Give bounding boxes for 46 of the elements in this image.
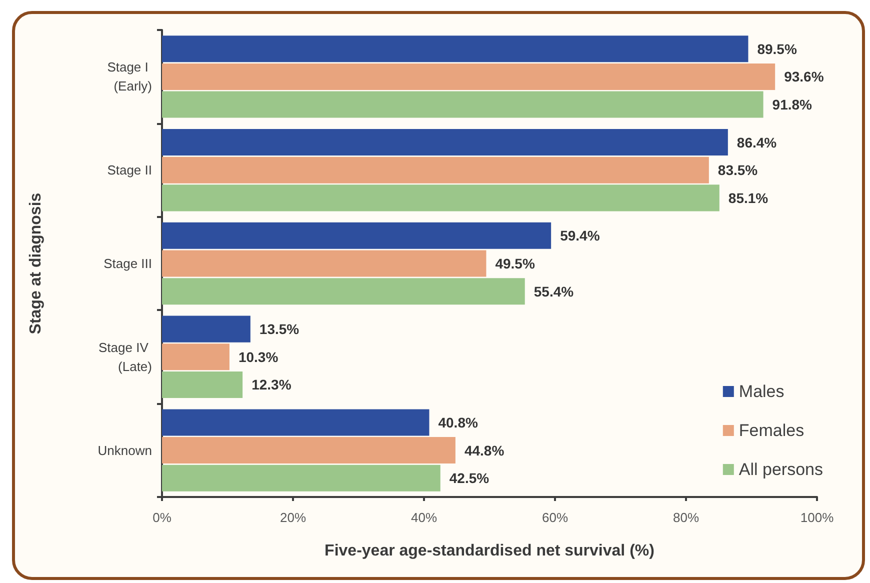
legend-label: Females (738, 421, 804, 440)
y-axis-title: Stage at diagnosis (28, 192, 44, 334)
bar (162, 91, 764, 118)
y-tick-label: Stage I (Early) (107, 60, 152, 94)
bar (162, 371, 243, 398)
data-label: 83.5% (718, 162, 758, 178)
x-tick-label: 80% (672, 510, 700, 525)
y-tick-label: Stage III (104, 256, 152, 271)
data-label: 59.4% (560, 228, 600, 244)
y-tick-label: Stage II (107, 162, 152, 178)
bar (162, 222, 552, 249)
bar (162, 63, 776, 90)
data-label: 91.8% (772, 96, 813, 113)
x-tick-label: 20% (280, 510, 306, 525)
bar (162, 278, 525, 305)
data-label: 12.3% (252, 376, 292, 393)
bar (162, 437, 456, 464)
x-tick-label: 60% (542, 510, 568, 525)
y-tick-label: Unknown (98, 442, 152, 458)
bar (162, 250, 486, 277)
data-label: 49.5% (495, 256, 536, 272)
data-label: 44.8% (464, 442, 505, 458)
bar (162, 316, 250, 342)
data-label: 93.6% (784, 68, 824, 85)
x-tick-label: 40% (410, 510, 438, 525)
data-label: 10.3% (238, 348, 279, 365)
x-axis-title: Five-year age-standardised net survival (%) (324, 542, 654, 560)
bar (162, 184, 720, 212)
bar (162, 344, 230, 370)
bar (162, 129, 728, 156)
data-label: 13.5% (259, 321, 300, 338)
x-tick-label: 0% (152, 510, 172, 525)
bar (162, 464, 440, 492)
data-label: 55.4% (534, 283, 574, 300)
y-tick-label: Stage IV (Late) (98, 340, 152, 374)
legend-label: Males (738, 382, 784, 401)
data-label: 86.4% (736, 134, 778, 150)
bar (162, 156, 709, 184)
data-label: 85.1% (728, 190, 769, 206)
legend-label: All persons (738, 460, 824, 479)
data-label: 40.8% (438, 414, 478, 430)
data-label: 42.5% (449, 470, 490, 486)
bar (162, 36, 748, 62)
data-label: 89.5% (757, 40, 798, 57)
x-tick-label: 100% (800, 510, 834, 525)
bar (162, 409, 430, 436)
